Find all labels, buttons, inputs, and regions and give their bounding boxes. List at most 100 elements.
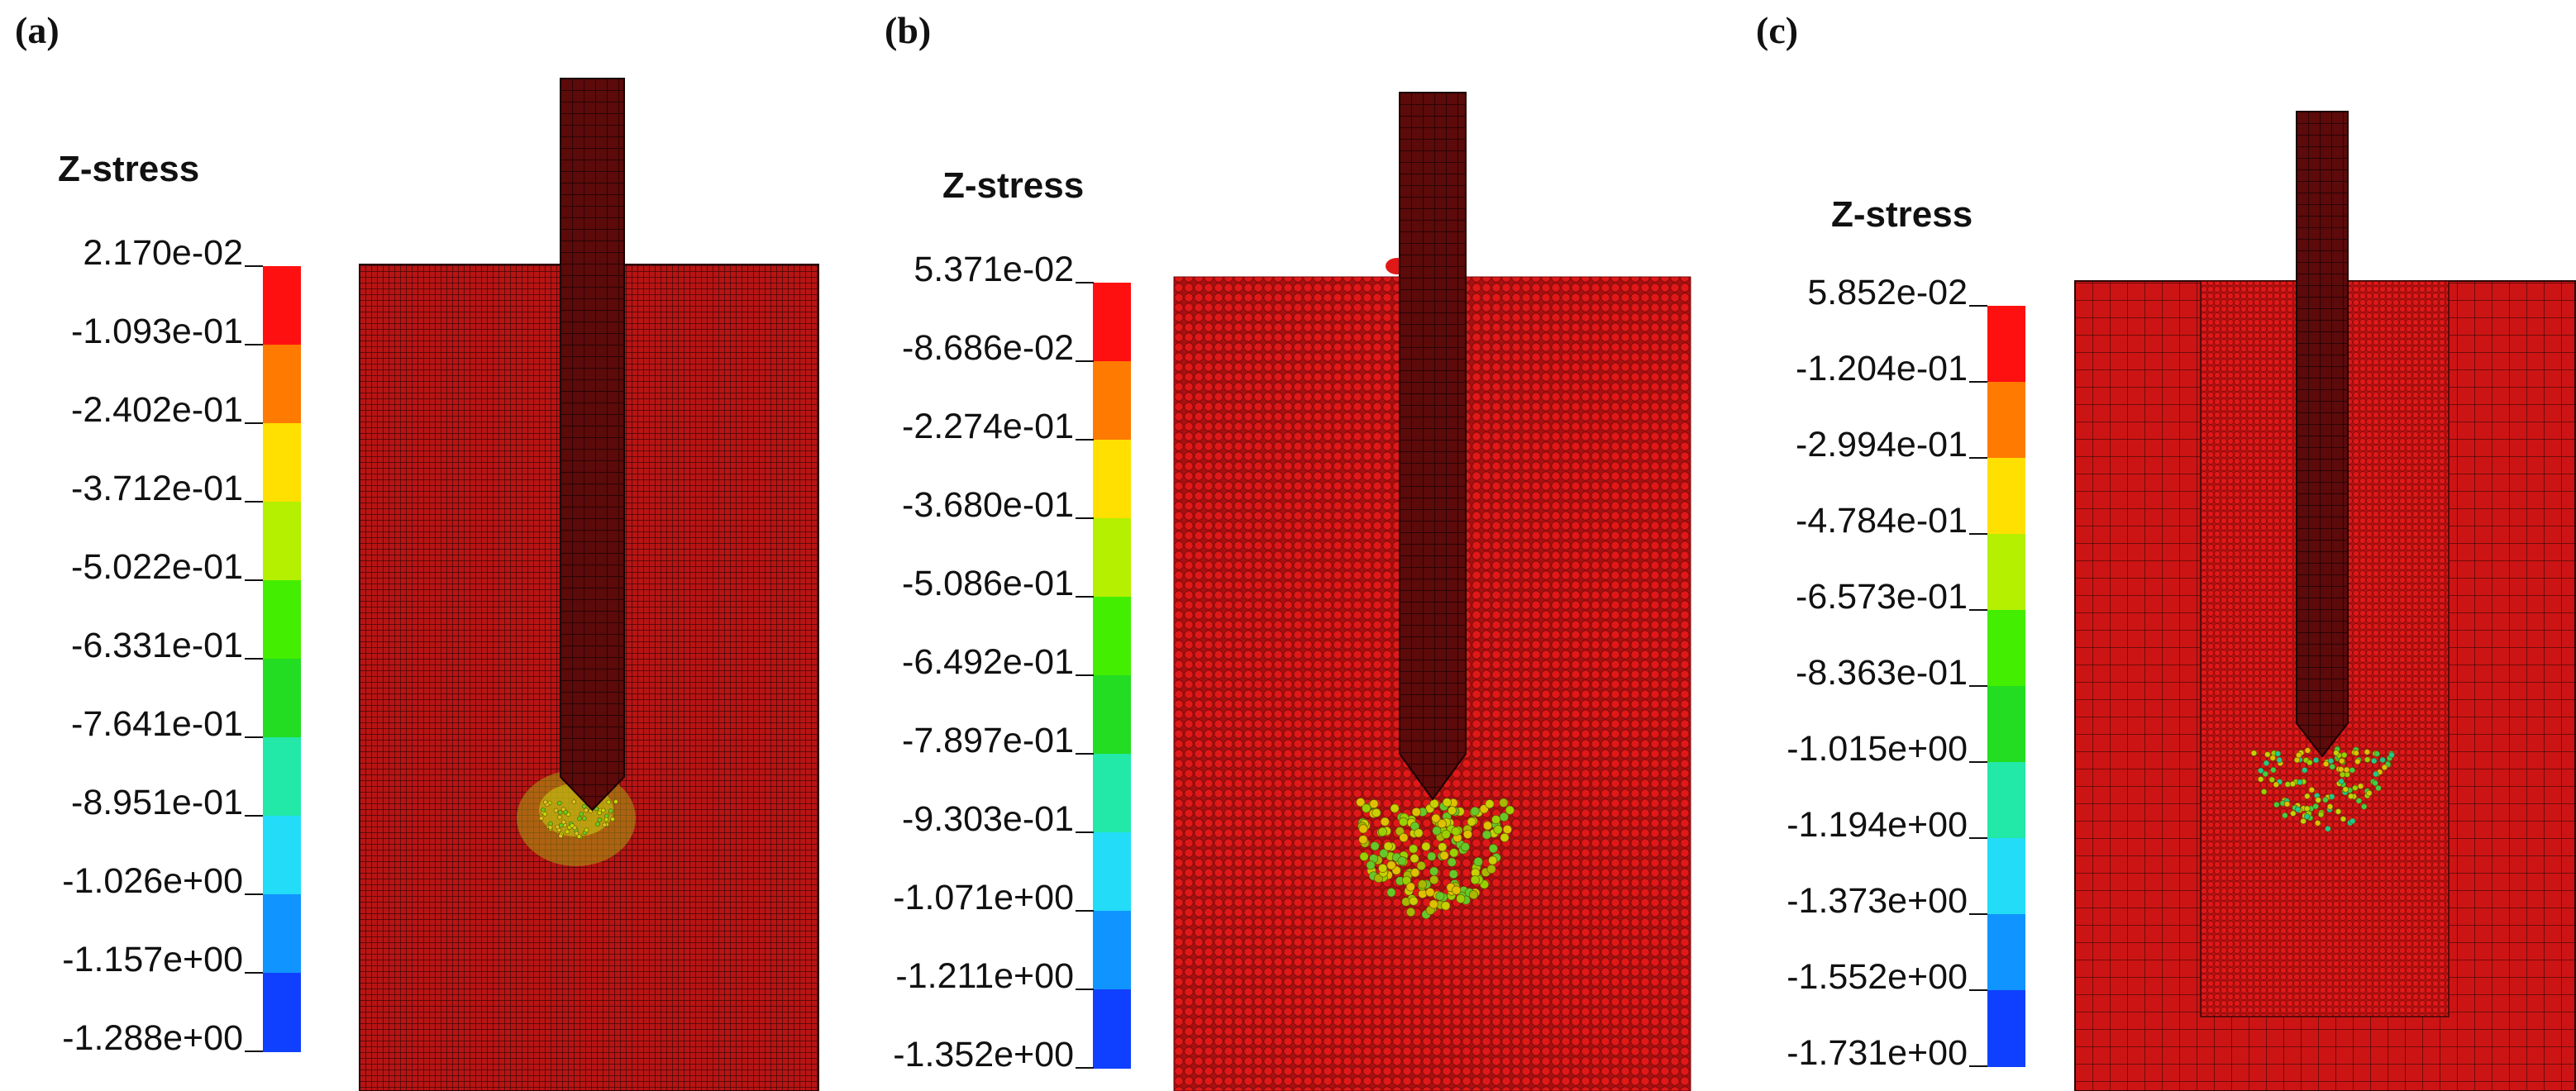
tick-mark: [1076, 1067, 1094, 1069]
tick-mark: [1969, 381, 1987, 383]
legend-title: Z-stress: [942, 165, 1085, 206]
tick-label: -1.352e+00: [893, 1035, 1074, 1074]
colorbar: [263, 266, 301, 1052]
tick-mark: [1969, 685, 1987, 687]
colorbar-segment: [1093, 911, 1131, 990]
simulation-panel-b: [1173, 92, 1691, 1091]
tick-label: -2.994e-01: [1796, 425, 1968, 465]
colorbar-segment: [263, 423, 301, 503]
panel-label: (a): [15, 9, 60, 51]
tick-label: -1.026e+00: [62, 861, 243, 901]
tick-label: -4.784e-01: [1796, 501, 1968, 541]
tick-label: -1.288e+00: [62, 1018, 243, 1058]
tick-label: -1.552e+00: [1787, 957, 1968, 997]
pile: [2296, 111, 2349, 758]
pile: [560, 78, 625, 812]
tick-mark: [1969, 305, 1987, 307]
tick-label: -6.331e-01: [71, 626, 243, 665]
panel-a: (a) Z-stress 2.170e-02 -1.093e-01 -2.402e-…: [0, 0, 860, 1091]
tick-mark: [1076, 517, 1094, 519]
tick-label: -6.573e-01: [1796, 577, 1968, 617]
tick-mark: [1076, 989, 1094, 990]
panel-label: (c): [1756, 9, 1799, 51]
tick-mark: [1969, 913, 1987, 915]
tick-label: -5.022e-01: [71, 547, 243, 587]
colorbar-segment: [1987, 458, 2025, 535]
legend-title: Z-stress: [1831, 194, 1973, 235]
colorbar-segment: [263, 816, 301, 895]
tick-label: -9.303e-01: [902, 799, 1074, 839]
panel-c: (c) Z-stress 5.852e-02 -1.204e-01 -2.994e-…: [1720, 0, 2576, 1091]
tick-label: -8.951e-01: [71, 783, 243, 822]
tick-mark: [1076, 282, 1094, 283]
tick-mark: [245, 422, 263, 424]
tick-mark: [245, 579, 263, 581]
colorbar-segment: [263, 737, 301, 817]
tick-label: -1.373e+00: [1787, 881, 1968, 921]
colorbar-segment: [1093, 597, 1131, 676]
legend-title: Z-stress: [58, 149, 200, 189]
tick-label: -1.194e+00: [1787, 805, 1968, 845]
tick-mark: [1076, 439, 1094, 441]
tick-mark: [245, 736, 263, 738]
tick-label: -3.680e-01: [902, 485, 1074, 525]
tick-mark: [245, 658, 263, 660]
tick-mark: [245, 893, 263, 895]
tick-mark: [245, 815, 263, 817]
tick-label: -2.402e-01: [71, 390, 243, 430]
tick-mark: [1969, 457, 1987, 459]
tick-label: -1.731e+00: [1787, 1033, 1968, 1073]
tick-mark: [1969, 761, 1987, 763]
simulation-panel-a: [359, 78, 819, 1091]
tick-mark: [1969, 837, 1987, 839]
tick-label: -8.363e-01: [1796, 653, 1968, 693]
colorbar-segment: [1987, 610, 2025, 687]
colorbar-segment: [1987, 990, 2025, 1067]
colorbar-segment: [1093, 283, 1131, 362]
tick-label: -1.211e+00: [895, 956, 1074, 996]
stress-plume: [2250, 745, 2395, 832]
tick-mark: [1969, 609, 1987, 611]
tick-mark: [245, 265, 263, 267]
colorbar-segment: [263, 894, 301, 974]
tick-label: -7.641e-01: [71, 704, 243, 744]
panel-b: (b) Z-stress 5.371e-02 -8.686e-02 -2.274e-…: [860, 0, 1720, 1091]
tick-label: -2.274e-01: [902, 407, 1074, 446]
panel-label: (b): [885, 9, 932, 51]
tick-mark: [1969, 989, 1987, 991]
colorbar-segment: [263, 266, 301, 345]
colorbar-segment: [1093, 989, 1131, 1069]
colorbar-segment: [1093, 361, 1131, 441]
tick-label: 5.852e-02: [1807, 273, 1968, 312]
colorbar-segment: [1987, 686, 2025, 763]
tick-mark: [245, 344, 263, 345]
tick-mark: [1076, 831, 1094, 833]
tick-mark: [1969, 1065, 1987, 1067]
tick-label: -1.015e+00: [1787, 729, 1968, 769]
tick-label: 5.371e-02: [914, 250, 1074, 289]
tick-mark: [1076, 360, 1094, 362]
colorbar-segment: [263, 502, 301, 581]
tick-label: 2.170e-02: [83, 233, 243, 273]
colorbar-segment: [263, 973, 301, 1052]
tick-label: -8.686e-02: [902, 328, 1074, 368]
tick-label: -5.086e-01: [902, 564, 1074, 603]
tick-mark: [245, 501, 263, 503]
colorbar-segment: [1987, 914, 2025, 991]
colorbar-segment: [1093, 518, 1131, 598]
tick-label: -3.712e-01: [71, 469, 243, 508]
colorbar-segment: [1093, 440, 1131, 519]
colorbar-segment: [1093, 832, 1131, 912]
colorbar-segment: [1987, 382, 2025, 459]
colorbar: [1093, 283, 1131, 1069]
tick-label: -1.093e-01: [71, 312, 243, 351]
tick-label: -1.157e+00: [62, 940, 243, 979]
stress-plume: [1356, 798, 1515, 919]
colorbar-segment: [263, 580, 301, 660]
colorbar-segment: [1987, 762, 2025, 839]
colorbar-segment: [1093, 754, 1131, 833]
tick-mark: [1969, 533, 1987, 535]
tick-label: -7.897e-01: [902, 721, 1074, 760]
colorbar-segment: [1093, 675, 1131, 755]
tick-label: -1.204e-01: [1796, 349, 1968, 388]
